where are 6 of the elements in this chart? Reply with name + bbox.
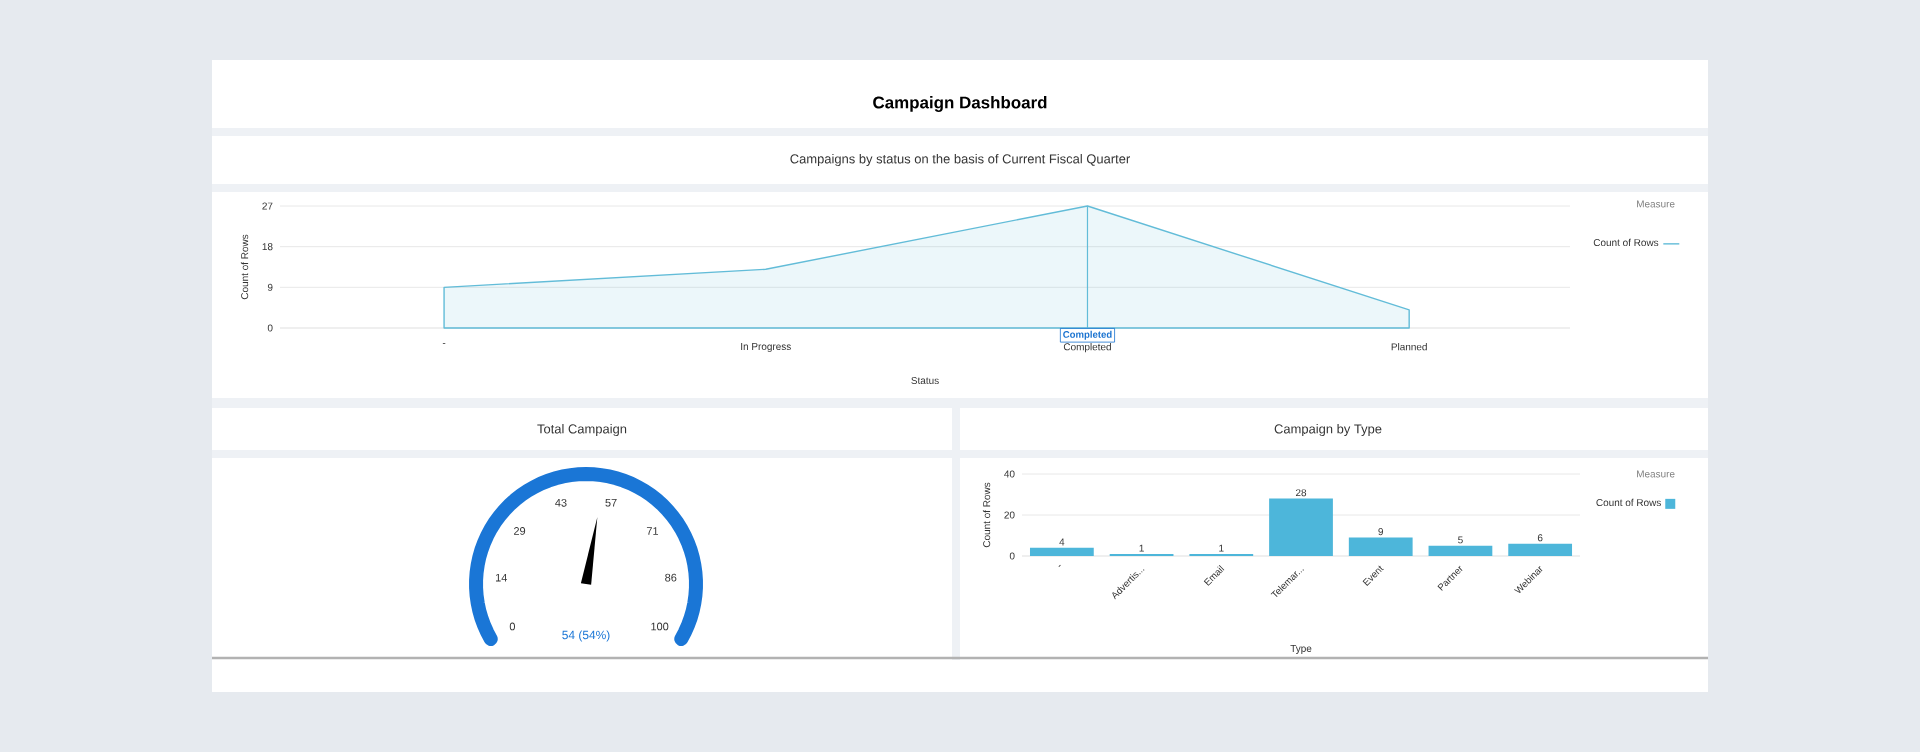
- text: Campaign Dashboard: [873, 96, 1047, 112]
- bar: [1348, 537, 1413, 556]
- bar: [1029, 547, 1094, 556]
- bar: [1269, 498, 1333, 556]
- bar: [1428, 545, 1493, 556]
- bar: [1508, 543, 1573, 556]
